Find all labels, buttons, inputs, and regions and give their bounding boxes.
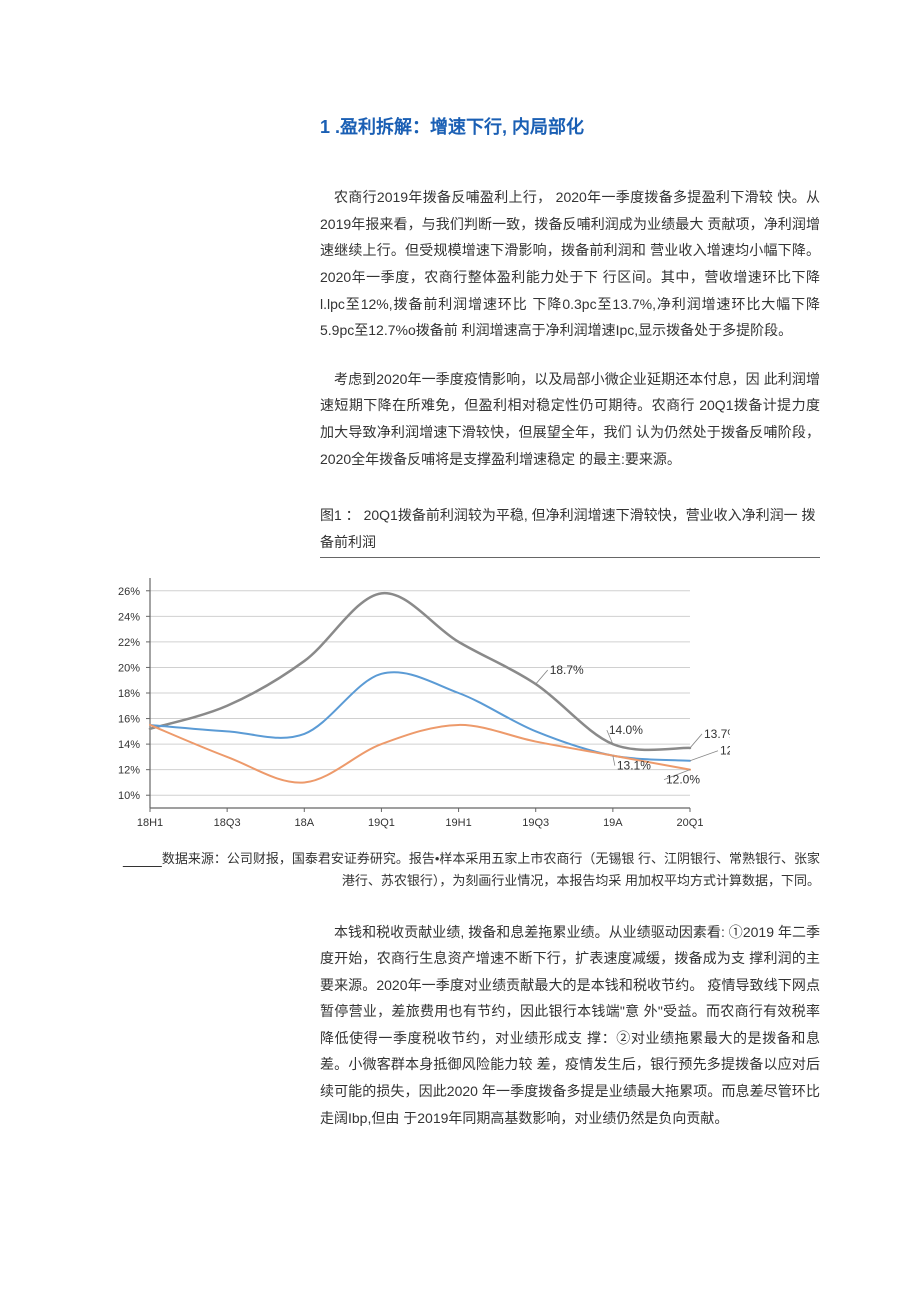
line-chart-svg: 10% 12% 14% 16% 18% 20% 22% 24% 26% 18H1 18Q3 18A 19… xyxy=(80,568,730,848)
svg-text:13.1%: 13.1% xyxy=(617,759,651,773)
figure-1-source: 数据来源：公司财报，国泰君安证券研究。报告•样本采用五家上市农商行（无锡银 行、… xyxy=(120,848,820,892)
svg-text:16%: 16% xyxy=(118,714,140,726)
svg-text:12%: 12% xyxy=(118,765,140,777)
svg-text:19H1: 19H1 xyxy=(445,817,471,829)
paragraph-3: 本钱和税收贡献业绩, 拨备和息差拖累业绩。从业绩驱动因素看: ①2019 年二季… xyxy=(320,919,820,1132)
svg-text:10%: 10% xyxy=(118,791,140,803)
svg-text:18.7%: 18.7% xyxy=(550,663,584,677)
svg-text:12.7%: 12.7% xyxy=(720,744,730,758)
svg-text:19Q1: 19Q1 xyxy=(368,817,395,829)
section-heading: 1 .盈利拆解：增速下行, 内局部化 xyxy=(320,110,860,144)
source-underline-lead xyxy=(123,851,162,866)
svg-text:26%: 26% xyxy=(118,586,140,598)
paragraph-2: 考虑到2020年一季度疫情影响，以及局部小微企业延期还本付息，因 此利润增速短期… xyxy=(320,366,820,472)
svg-text:19A: 19A xyxy=(603,817,623,829)
figure-1-chart: 10% 12% 14% 16% 18% 20% 22% 24% 26% 18H1 18Q3 18A 19… xyxy=(80,568,730,848)
source-text: 数据来源：公司财报，国泰君安证券研究。报告•样本采用五家上市农商行（无锡银 行、… xyxy=(162,851,820,888)
svg-text:18Q3: 18Q3 xyxy=(214,817,241,829)
figure-1-title: 图1 ： 20Q1拨备前利润较为平稳, 但净利润增速下滑较快，营业收入净利润一 … xyxy=(320,502,820,558)
svg-text:14%: 14% xyxy=(118,739,140,751)
svg-text:12.0%: 12.0% xyxy=(666,773,700,787)
svg-text:20Q1: 20Q1 xyxy=(677,817,704,829)
svg-text:18H1: 18H1 xyxy=(137,817,163,829)
svg-text:24%: 24% xyxy=(118,612,140,624)
paragraph-1: 农商行2019年拨备反哺盈利上行， 2020年一季度拨备多提盈利下滑较 快。从2… xyxy=(320,184,820,344)
svg-text:19Q3: 19Q3 xyxy=(522,817,549,829)
svg-text:18A: 18A xyxy=(294,817,314,829)
svg-text:22%: 22% xyxy=(118,637,140,649)
svg-text:13.7%: 13.7% xyxy=(704,727,730,741)
svg-text:18%: 18% xyxy=(118,688,140,700)
svg-text:14.0%: 14.0% xyxy=(609,723,643,737)
svg-text:20%: 20% xyxy=(118,663,140,675)
